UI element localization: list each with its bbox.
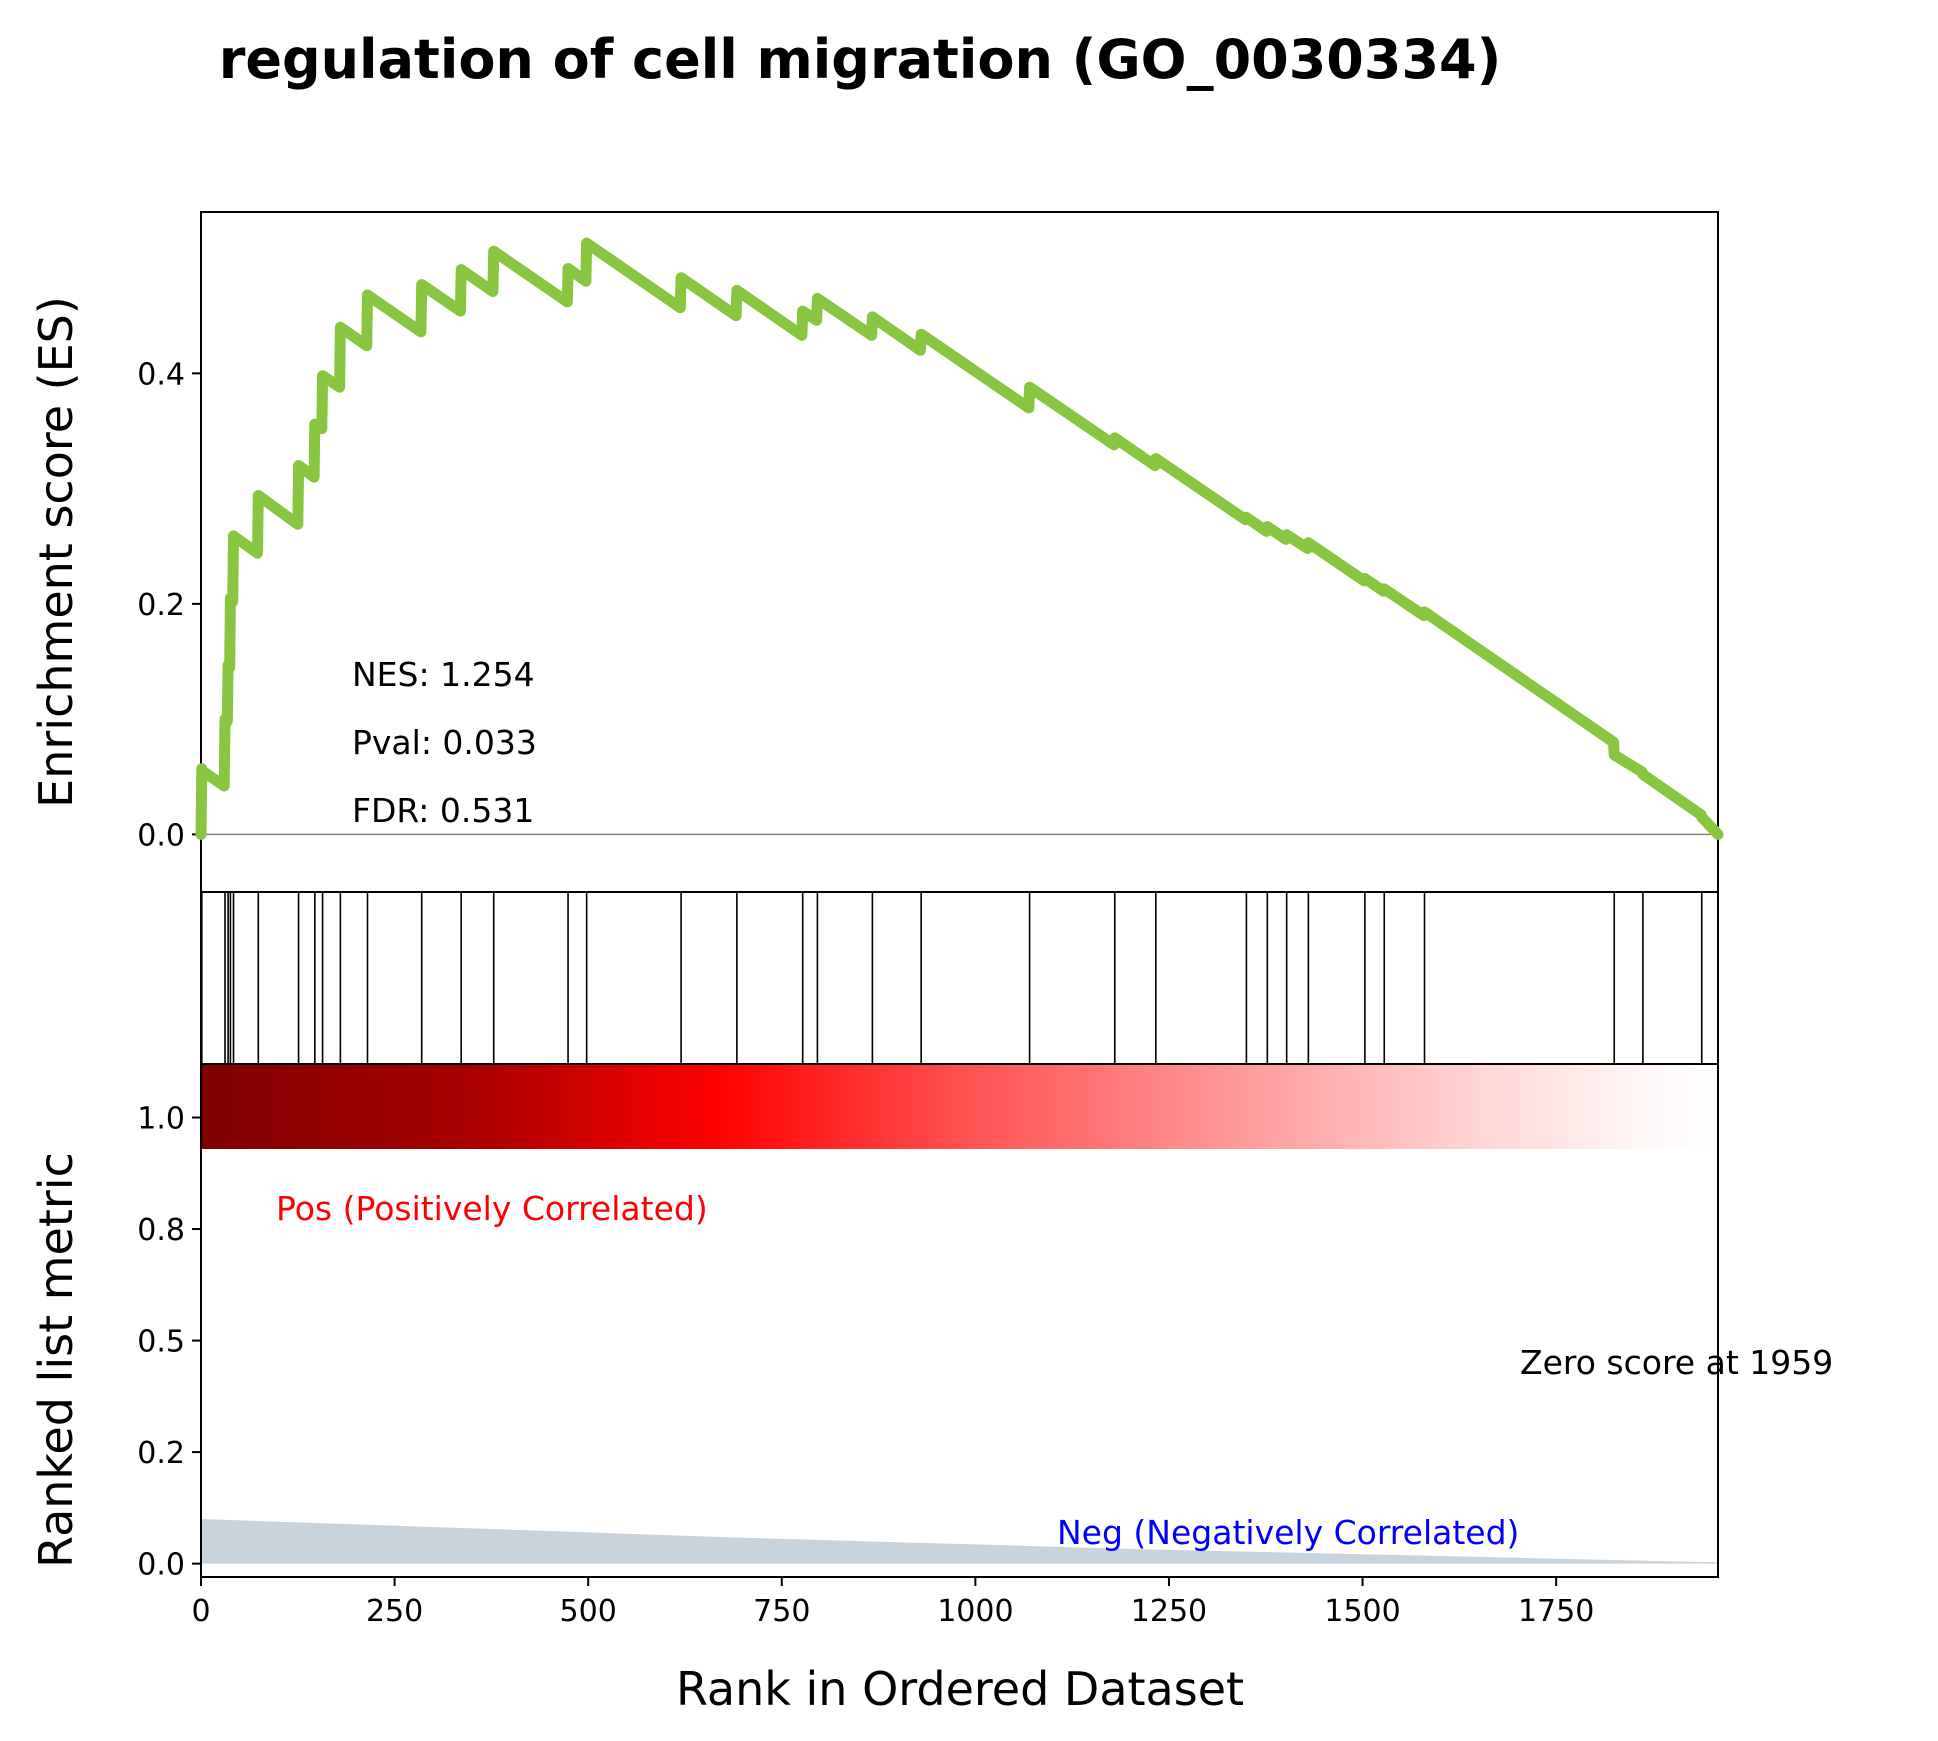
rank-tick-label: 0.8 — [137, 1213, 185, 1248]
pval-stat: Pval: 0.033 — [352, 723, 537, 762]
x-tick-label: 1500 — [1324, 1594, 1400, 1629]
hits-panel-frame — [200, 891, 1719, 1065]
rank-tick-label: 0.2 — [137, 1436, 185, 1471]
fdr-stat: FDR: 0.531 — [352, 791, 534, 830]
x-tick-label: 250 — [366, 1594, 423, 1629]
es-axis-label: Enrichment score (ES) — [29, 296, 83, 808]
es-panel-frame — [200, 211, 1719, 893]
rank-tick-label: 0.0 — [137, 1548, 185, 1583]
pos-label: Pos (Positively Correlated) — [276, 1189, 708, 1228]
chart-title: regulation of cell migration (GO_0030334… — [219, 28, 1502, 91]
x-tick-label: 1250 — [1131, 1594, 1207, 1629]
x-tick-label: 750 — [753, 1594, 810, 1629]
rank-tick-label: 1.0 — [137, 1102, 185, 1137]
hits-panel — [200, 891, 1719, 1065]
rank-panel: 0.0 0.2 0.5 0.8 1.0 — [137, 1063, 1719, 1583]
ranked-metric-area — [201, 1519, 1718, 1564]
x-tick-label: 0 — [191, 1594, 210, 1629]
es-tick-label: 0.4 — [137, 357, 185, 392]
nes-stat: NES: 1.254 — [352, 655, 535, 694]
rank-axis-label: Ranked list metric — [29, 1152, 83, 1568]
zero-score-label: Zero score at 1959 — [1520, 1343, 1833, 1382]
heatmap-bar — [201, 1064, 1718, 1149]
neg-label: Neg (Negatively Correlated) — [1057, 1513, 1519, 1552]
rank-panel-frame — [200, 1063, 1719, 1578]
x-axis: 0 250 500 750 1000 1250 1500 1750 — [191, 1577, 1594, 1629]
x-tick-label: 1750 — [1518, 1594, 1594, 1629]
x-tick-label: 500 — [560, 1594, 617, 1629]
es-tick-label: 0.0 — [137, 818, 185, 853]
es-tick-label: 0.2 — [137, 588, 185, 623]
x-tick-label: 1000 — [937, 1594, 1013, 1629]
es-curve — [195, 237, 1724, 840]
rank-tick-label: 0.5 — [137, 1325, 185, 1360]
x-axis-label: Rank in Ordered Dataset — [676, 1662, 1244, 1716]
es-panel: 0.0 0.2 0.4 — [137, 211, 1724, 893]
